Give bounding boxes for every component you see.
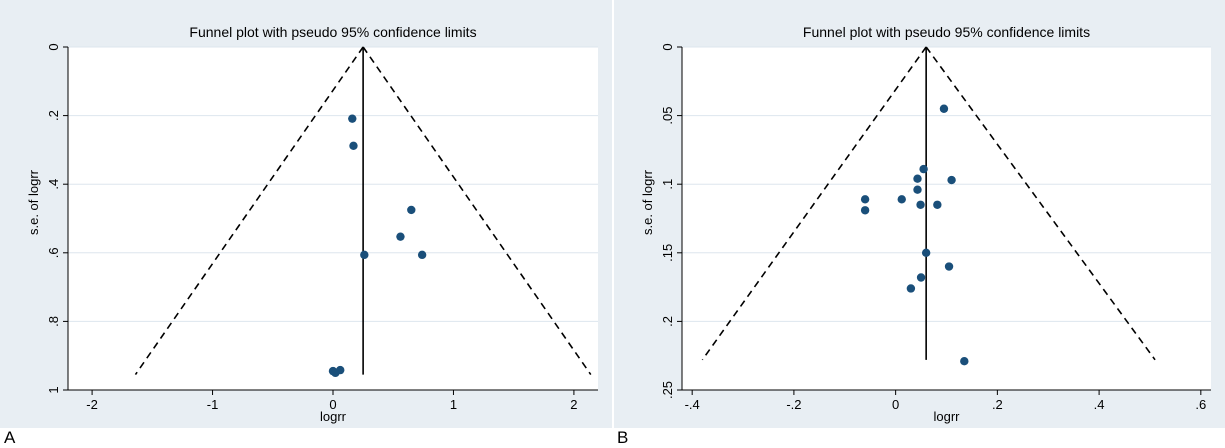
data-point-14 — [960, 356, 969, 366]
y-tick-label-1: .05 — [660, 107, 675, 125]
x-tick-label-2: 0 — [892, 397, 899, 412]
data-point-5 — [360, 250, 369, 260]
y-tick-label-0: 0 — [660, 43, 675, 50]
data-point-2 — [407, 205, 416, 215]
x-tick-label-2: 0 — [329, 397, 336, 412]
y-tick-label-5: .25 — [660, 381, 675, 399]
y-tick-label-2: .4 — [46, 179, 61, 190]
x-tick-label-4: 2 — [570, 397, 577, 412]
panel-label-a: A — [4, 428, 16, 447]
data-point-2 — [947, 175, 956, 185]
y-tick-label-4: .2 — [660, 316, 675, 327]
panel-a: 0 .2 .4 .6 .8 1 -2 -1 0 1 2 Funnel plot with pseudo… — [0, 0, 612, 428]
y-tick-label-1: .2 — [46, 110, 61, 121]
data-point-7 — [916, 200, 925, 209]
data-point-8 — [336, 365, 345, 375]
data-point-8 — [933, 200, 942, 209]
x-tick-label-1: -.2 — [786, 397, 801, 412]
funnel-plot-a: 0 .2 .4 .6 .8 1 -2 -1 0 1 2 Funnel plot with pseudo… — [0, 0, 612, 428]
x-tick-label-0: -2 — [86, 397, 98, 412]
data-point-1 — [349, 141, 358, 150]
x-axis-title: logrr — [933, 409, 960, 424]
y-axis-title: s.e. of logrr — [26, 169, 41, 235]
y-tick-label-2: .1 — [660, 179, 675, 190]
y-tick-label-4: .8 — [46, 316, 61, 327]
x-tick-label-0: -.4 — [685, 397, 700, 412]
y-tick-label-0: 0 — [46, 43, 61, 50]
plot-area — [682, 47, 1211, 390]
y-tick-label-3: .15 — [660, 244, 675, 262]
data-point-4 — [417, 250, 427, 260]
data-point-6 — [897, 195, 906, 204]
data-point-0 — [348, 114, 357, 123]
x-tick-label-3: 1 — [450, 397, 457, 412]
data-point-10 — [921, 248, 931, 257]
data-point-11 — [944, 262, 954, 271]
data-point-5 — [860, 195, 870, 204]
panel-label-b: B — [617, 428, 629, 447]
data-point-12 — [916, 273, 926, 282]
x-axis-title: logrr — [320, 409, 347, 424]
data-point-3 — [913, 174, 922, 183]
data-point-1 — [919, 164, 928, 174]
x-tick-label-4: .4 — [1094, 397, 1105, 412]
chart-title: Funnel plot with pseudo 95% confidence l… — [189, 24, 476, 40]
y-tick-label-5: 1 — [46, 386, 61, 393]
data-point-3 — [396, 232, 405, 241]
x-tick-label-1: -1 — [207, 397, 219, 412]
panel-b: 0 .05 .1 .15 .2 .25 -.4 -.2 0 .2 .4 .6 Funnel plot w… — [614, 0, 1225, 428]
y-tick-label-3: .6 — [46, 247, 61, 258]
ci-limit-right — [362, 46, 592, 376]
x-tick-label-5: .6 — [1195, 397, 1206, 412]
data-point-0 — [939, 104, 949, 113]
y-axis-title: s.e. of logrr — [640, 169, 655, 235]
plot-area — [68, 47, 598, 390]
chart-title: Funnel plot with pseudo 95% confidence l… — [803, 24, 1090, 40]
x-tick-label-3: .2 — [992, 397, 1003, 412]
funnel-plot-b: 0 .05 .1 .15 .2 .25 -.4 -.2 0 .2 .4 .6 Funnel plot w… — [614, 0, 1225, 428]
data-point-4 — [913, 185, 922, 194]
data-point-13 — [906, 284, 916, 293]
data-point-9 — [860, 206, 870, 215]
ci-limit-right — [925, 46, 1156, 361]
ci-limit-left — [701, 46, 927, 361]
ci-limit-left — [134, 46, 364, 376]
